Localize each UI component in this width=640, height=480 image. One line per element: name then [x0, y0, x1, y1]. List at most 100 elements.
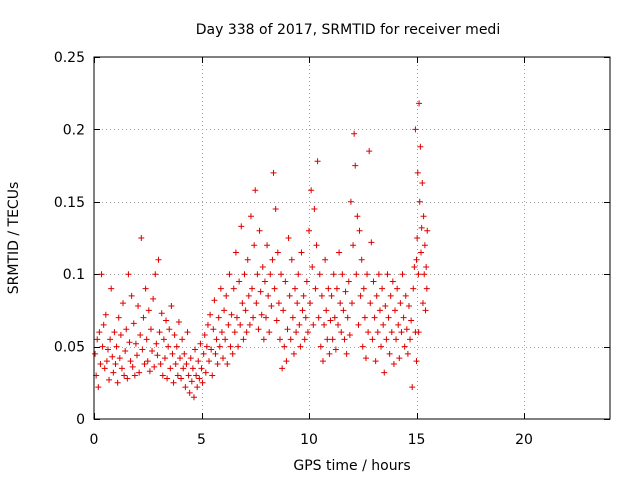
data-point [142, 285, 149, 292]
data-point [242, 307, 249, 314]
data-point [269, 256, 276, 263]
data-point [244, 256, 251, 263]
data-point [196, 375, 203, 382]
data-point [223, 292, 230, 299]
data-point [321, 321, 328, 328]
data-point [138, 235, 145, 241]
data-point [378, 343, 385, 350]
data-point [126, 339, 133, 346]
x-tick-label: 15 [408, 432, 426, 448]
data-point [253, 300, 260, 307]
data-point [141, 360, 148, 367]
data-point [254, 271, 261, 278]
data-point [128, 292, 135, 299]
data-point [168, 303, 175, 310]
data-point [256, 227, 263, 234]
data-point [318, 292, 325, 299]
data-point [382, 303, 389, 310]
data-point [258, 311, 265, 318]
data-point [372, 358, 379, 365]
data-point [421, 271, 428, 278]
data-point [209, 372, 216, 379]
data-point [327, 317, 334, 324]
data-point [351, 130, 358, 137]
data-point [293, 329, 300, 336]
data-point [246, 321, 253, 328]
data-point [328, 292, 335, 299]
data-point [341, 336, 348, 343]
data-point [131, 372, 138, 379]
data-point [237, 321, 244, 328]
data-point [211, 297, 218, 304]
data-point [245, 292, 252, 299]
data-point [197, 340, 204, 347]
data-point [322, 256, 329, 263]
x-tick-label: 5 [197, 432, 206, 448]
data-point [227, 343, 234, 350]
data-point [384, 271, 391, 278]
data-point [100, 321, 107, 328]
data-point [267, 271, 274, 278]
data-point [184, 329, 191, 336]
data-point [101, 365, 108, 372]
data-point [198, 365, 205, 372]
data-point [367, 300, 374, 307]
y-tick-label: 0.05 [54, 340, 85, 356]
data-point [186, 389, 193, 396]
data-point [415, 271, 422, 278]
data-point [349, 300, 355, 307]
data-point [311, 206, 318, 213]
data-point [283, 358, 290, 365]
data-point [217, 285, 224, 292]
data-point [202, 369, 209, 376]
data-point [214, 360, 221, 367]
data-point [296, 321, 303, 328]
data-point [243, 329, 250, 336]
y-tick-label: 0 [76, 412, 85, 428]
data-point [355, 321, 362, 328]
data-point [370, 278, 377, 285]
data-point [309, 263, 316, 270]
data-point [393, 336, 400, 343]
data-point [294, 300, 301, 307]
data-point [414, 235, 421, 241]
data-point [159, 372, 166, 379]
data-point [352, 162, 359, 169]
data-point [171, 332, 178, 339]
data-point [287, 336, 294, 343]
data-point [416, 198, 423, 205]
data-point [398, 329, 405, 336]
data-point [187, 355, 194, 362]
data-point [140, 314, 147, 321]
data-point [111, 329, 118, 336]
data-point [346, 332, 353, 339]
data-point [315, 314, 322, 321]
data-point [103, 358, 110, 365]
data-point [204, 321, 211, 328]
data-point [261, 278, 268, 285]
data-point [102, 311, 109, 318]
data-point [423, 263, 430, 270]
data-point [241, 271, 248, 278]
data-point [264, 242, 271, 249]
data-point [163, 317, 170, 324]
data-point [298, 249, 305, 256]
data-point [192, 346, 199, 353]
data-point [157, 360, 164, 367]
data-point [301, 336, 308, 343]
data-point [238, 223, 245, 230]
data-point [259, 263, 266, 270]
data-point [400, 314, 407, 321]
data-point [233, 314, 240, 321]
data-point [125, 271, 132, 278]
data-point [127, 358, 134, 365]
data-point [255, 326, 262, 333]
data-point [174, 372, 181, 379]
data-points [92, 100, 431, 401]
data-point [413, 256, 420, 263]
data-point [368, 239, 375, 246]
data-point [207, 311, 214, 318]
data-point [337, 300, 344, 307]
data-point [304, 329, 311, 336]
data-point [182, 384, 189, 391]
